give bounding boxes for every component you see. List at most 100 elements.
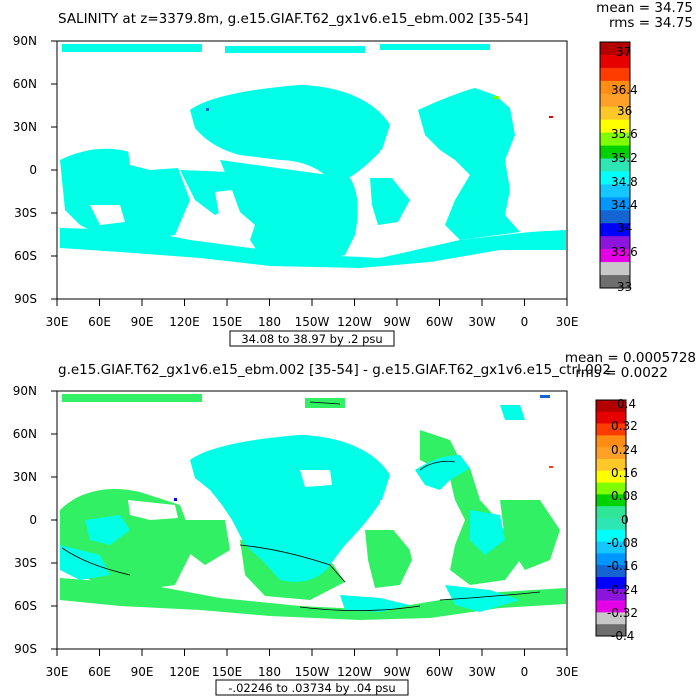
- colorbar-label: 0.16: [611, 466, 638, 480]
- colorbar-swatch: [596, 470, 626, 483]
- lon-label: 150E: [212, 315, 243, 329]
- mean-label: mean = 34.75: [596, 0, 693, 16]
- lat-label: 30S: [14, 556, 37, 570]
- lat-label: 60S: [14, 249, 37, 263]
- land-mask: [128, 470, 425, 550]
- colorbar: [599, 41, 631, 289]
- colorbar-label: 35.6: [611, 127, 638, 141]
- colorbar-label: 0.32: [611, 419, 638, 433]
- lon-label: 120W: [337, 665, 372, 679]
- lon-label: 120E: [169, 665, 200, 679]
- map-area: [56, 390, 568, 650]
- colorbar-label: 33: [617, 280, 632, 294]
- colorbar-label: -0.4: [611, 629, 634, 643]
- colorbar-swatch: [596, 423, 626, 436]
- colorbar-label: 34.4: [611, 198, 638, 212]
- colorbar-swatch: [596, 400, 626, 413]
- lon-labels: 30E 60E 90E 120E 150E 180 150W 120W 90W …: [46, 665, 579, 679]
- lat-label: 60S: [14, 599, 37, 613]
- range-box: [229, 330, 395, 347]
- colorbar-labels: 37 36.4 36 35.6 35.2 34.8 34.4 34 33.6 3…: [611, 45, 638, 294]
- colorbar-swatch: [596, 435, 626, 448]
- colorbar-swatch: [600, 197, 630, 211]
- colorbar-swatch: [596, 565, 626, 578]
- colorbar-swatch: [600, 223, 630, 237]
- panel-difference: g.e15.GIAF.T62_gx1v6.e15_ebm.002 [35-54]…: [13, 350, 696, 696]
- lon-label: 180: [258, 665, 281, 679]
- colorbar-swatch: [600, 42, 630, 56]
- range-label: -.02246 to .03734 by .04 psu: [228, 681, 395, 695]
- colorbar-label: 34: [617, 221, 632, 235]
- colorbar-swatch: [600, 249, 630, 263]
- lon-label: 120W: [337, 315, 372, 329]
- colorbar-swatch: [596, 529, 626, 542]
- lat-labels: 90N 60N 30N 0 30S 60S 90S: [13, 34, 37, 306]
- colorbar-label: 35.2: [611, 151, 638, 165]
- colorbar-swatch: [600, 210, 630, 224]
- colorbar-swatch: [600, 54, 630, 69]
- lon-label: 60E: [88, 665, 111, 679]
- lon-label: 60E: [88, 315, 111, 329]
- mean-label: mean = 0.0005728: [565, 350, 696, 366]
- lat-label: 90N: [13, 384, 37, 398]
- lon-label: 180: [258, 315, 281, 329]
- colorbar-labels: 0.4 0.32 0.24 0.16 0.08 0 -0.08 -0.16 -0…: [607, 397, 638, 643]
- colorbar-swatch: [596, 482, 626, 495]
- range-box: [215, 679, 409, 696]
- colorbar-swatch: [596, 518, 626, 531]
- panel-title: SALINITY at z=3379.8m, g.e15.GIAF.T62_gx…: [58, 11, 528, 27]
- colorbar-swatch: [600, 171, 630, 185]
- lat-ticks: [51, 390, 57, 650]
- colorbar-swatch: [596, 541, 626, 554]
- lon-label: 150W: [295, 315, 330, 329]
- lon-label: 0: [521, 665, 529, 679]
- lon-label: 150E: [212, 665, 243, 679]
- colorbar-swatch: [600, 93, 630, 108]
- lat-label: 60N: [13, 77, 37, 91]
- colorbar-swatch: [596, 612, 626, 625]
- colorbar-swatch: [600, 80, 630, 95]
- lon-label: 150W: [295, 665, 330, 679]
- colorbar-swatch: [596, 588, 626, 601]
- colorbar-swatch: [600, 132, 630, 146]
- lon-label: 30E: [46, 665, 69, 679]
- colorbar-swatch: [600, 145, 630, 159]
- colorbar-label: 0.4: [617, 397, 636, 411]
- colorbar-swatch: [600, 119, 630, 133]
- lat-label: 90S: [14, 292, 37, 306]
- lon-ticks: [56, 299, 568, 306]
- colorbar-frame: [599, 41, 631, 289]
- colorbar-label: -0.08: [607, 536, 638, 550]
- colorbar-swatch: [600, 262, 630, 276]
- land-mask: [90, 150, 425, 240]
- colorbar-swatch: [596, 553, 626, 566]
- lat-label: 30N: [13, 470, 37, 484]
- lon-label: 120E: [169, 315, 200, 329]
- lon-label: 30E: [46, 315, 69, 329]
- lat-label: 90N: [13, 34, 37, 48]
- colorbar-label: 37: [616, 45, 631, 59]
- lat-ticks: [51, 40, 57, 300]
- colorbar-label: 0.08: [611, 489, 638, 503]
- colorbar-swatch: [596, 624, 626, 637]
- lon-label: 30E: [556, 665, 579, 679]
- rms-label: rms = 0.0022: [575, 365, 668, 381]
- colorbar-label: -0.16: [607, 559, 638, 573]
- colorbar-swatch: [600, 158, 630, 172]
- colorbar-swatch: [596, 600, 626, 613]
- colorbar-swatch: [596, 411, 626, 424]
- lon-labels: 30E 60E 90E 120E 150E 180 150W 120W 90W …: [46, 315, 579, 329]
- lon-label: 60W: [426, 315, 453, 329]
- colorbar-label: 36: [617, 104, 632, 118]
- colorbar-swatch: [600, 236, 630, 250]
- lat-label: 30S: [14, 206, 37, 220]
- colorbar-label: 33.6: [611, 245, 638, 259]
- panel-salinity: SALINITY at z=3379.8m, g.e15.GIAF.T62_gx…: [13, 0, 693, 347]
- colorbar-swatch: [600, 106, 630, 120]
- colorbar: [595, 399, 627, 637]
- ocean-field: [60, 405, 525, 612]
- lon-label: 30W: [468, 665, 495, 679]
- colorbar-label: 36.4: [611, 83, 638, 97]
- colorbar-swatch: [596, 506, 626, 519]
- colorbar-label: 0.24: [611, 443, 638, 457]
